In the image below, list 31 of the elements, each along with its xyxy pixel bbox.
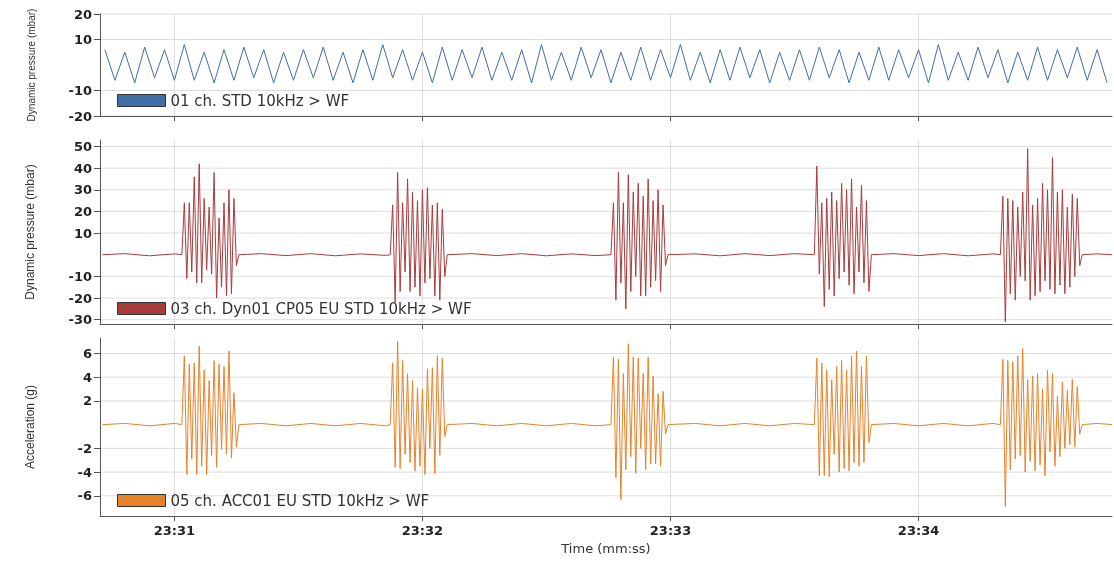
y-axis-title: Dynamic pressure (mbar) xyxy=(25,8,37,122)
y-tick-label: -4 xyxy=(77,464,92,480)
y-tick-label: 4 xyxy=(82,369,92,385)
x-tick-label: 23:32 xyxy=(401,523,444,538)
x-tick-label: 23:33 xyxy=(649,523,692,538)
x-axis-title: Time (mm:ss) xyxy=(560,540,651,556)
y-axis-title: Dynamic pressure (mbar) xyxy=(23,164,37,300)
y-tick-label: 2 xyxy=(82,393,92,409)
y-tick-label: 10 xyxy=(73,225,92,241)
y-tick-label: 20 xyxy=(73,6,92,22)
y-tick-label: 6 xyxy=(82,345,92,361)
y-tick-label: 10 xyxy=(73,32,92,47)
line-series xyxy=(101,341,1113,508)
x-tick-label: 23:34 xyxy=(897,523,940,538)
y-axis-title: Acceleration (g) xyxy=(23,384,37,470)
y-tick-label: -10 xyxy=(68,83,92,98)
y-tick-label: -2 xyxy=(77,440,92,456)
line-series xyxy=(104,44,1108,84)
y-tick-label: 20 xyxy=(73,203,92,219)
legend-label: 01 ch. STD 10kHz > WF xyxy=(170,91,350,110)
legend-label: 05 ch. ACC01 EU STD 10kHz > WF xyxy=(170,491,430,510)
y-tick-label: -6 xyxy=(77,488,92,504)
y-tick-label: -30 xyxy=(68,312,92,328)
y-tick-label: -20 xyxy=(68,108,92,124)
x-tick-label: 23:31 xyxy=(153,523,196,538)
y-tick-label: 30 xyxy=(73,182,92,198)
y-tick-label: -10 xyxy=(68,268,92,284)
y-tick-label: -20 xyxy=(68,290,92,306)
y-tick-label: 40 xyxy=(73,160,92,176)
legend-label: 03 ch. Dyn01 CP05 EU STD 10kHz > WF xyxy=(170,299,472,318)
y-tick-label: 50 xyxy=(73,138,92,154)
